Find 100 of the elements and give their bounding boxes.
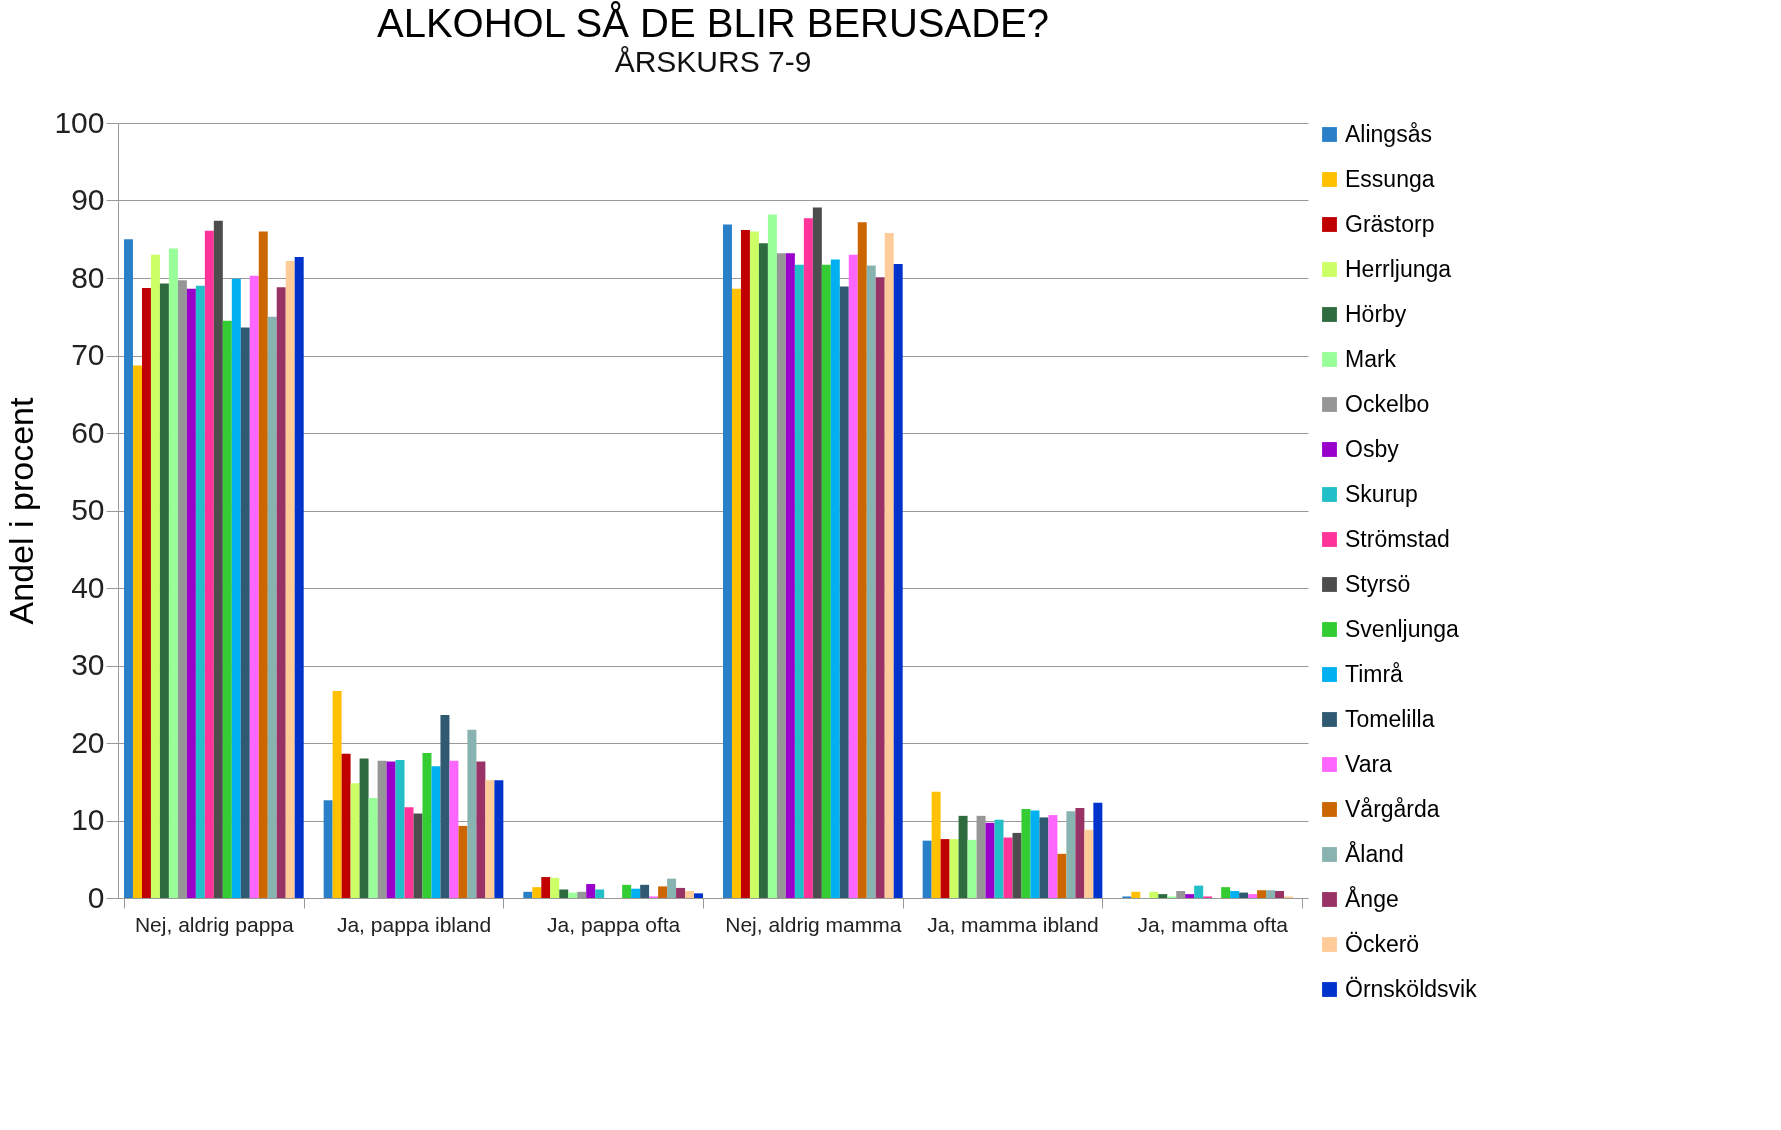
bar xyxy=(830,259,840,898)
bar xyxy=(132,365,142,898)
bar xyxy=(1257,890,1267,898)
legend-label: Timrå xyxy=(1345,660,1404,687)
y-tick-label: 20 xyxy=(71,725,105,759)
bar xyxy=(195,285,205,898)
bar xyxy=(685,891,695,898)
bar xyxy=(1057,853,1067,898)
legend-label: Skurup xyxy=(1345,480,1418,507)
y-axis-title: Andel i procent xyxy=(2,397,41,625)
bar xyxy=(740,229,750,898)
legend-label: Grästorp xyxy=(1345,210,1435,237)
bar xyxy=(931,791,941,898)
bar xyxy=(532,887,542,898)
bar xyxy=(150,254,160,898)
bar xyxy=(332,691,342,898)
bar xyxy=(640,884,650,898)
bar xyxy=(285,260,295,898)
bar xyxy=(622,884,632,898)
bar xyxy=(386,761,396,898)
bar xyxy=(222,320,232,898)
bar xyxy=(276,287,286,898)
bar xyxy=(694,893,704,898)
bar xyxy=(1131,891,1141,898)
bar xyxy=(141,288,151,898)
legend-label: Tomelilla xyxy=(1345,705,1435,732)
bar xyxy=(523,891,533,898)
legend-label: Strömstad xyxy=(1345,525,1450,552)
bar xyxy=(494,780,504,898)
bar xyxy=(595,889,605,898)
bar xyxy=(1149,891,1159,898)
bar xyxy=(467,729,477,898)
x-tick-label: Ja, pappa ofta xyxy=(547,912,681,936)
bar xyxy=(1084,829,1094,898)
y-tick-label: 70 xyxy=(71,338,105,371)
bar xyxy=(404,807,414,898)
bar xyxy=(541,877,551,898)
legend-label: Mark xyxy=(1345,345,1397,372)
bar xyxy=(323,800,333,898)
bar xyxy=(1012,832,1022,898)
bar xyxy=(485,780,495,898)
bar xyxy=(267,316,277,898)
bar xyxy=(967,839,977,898)
legend-label: Åland xyxy=(1345,839,1404,867)
bar xyxy=(940,839,950,898)
bar xyxy=(294,257,304,898)
bar xyxy=(722,224,732,898)
legend-label: Essunga xyxy=(1345,165,1435,192)
bar xyxy=(368,798,378,898)
y-tick-label: 40 xyxy=(71,570,105,604)
bar xyxy=(1039,817,1049,898)
bar xyxy=(1185,894,1195,898)
bar xyxy=(758,243,768,898)
bar xyxy=(667,878,677,898)
x-tick-label: Nej, aldrig mamma xyxy=(725,912,902,936)
bar xyxy=(476,761,486,898)
bar xyxy=(1158,894,1168,898)
bar xyxy=(1221,887,1231,898)
bar xyxy=(458,825,468,898)
bar xyxy=(631,888,641,898)
bar xyxy=(785,253,795,898)
y-tick-label: 60 xyxy=(71,415,105,449)
legend-label: Öckerö xyxy=(1345,930,1420,957)
bar xyxy=(395,760,405,898)
bar xyxy=(866,265,876,898)
bar xyxy=(204,230,214,898)
bar xyxy=(922,840,932,898)
legend-label: Herrljunga xyxy=(1345,255,1452,282)
bar xyxy=(803,218,813,898)
y-tick-label: 100 xyxy=(54,105,105,139)
bar xyxy=(884,233,894,898)
x-tick-label: Ja, mamma ofta xyxy=(1137,912,1289,936)
bar xyxy=(431,766,441,898)
bar xyxy=(249,275,259,898)
bar xyxy=(168,248,178,898)
bar xyxy=(1066,811,1076,898)
y-tick-label: 0 xyxy=(87,880,105,914)
bar xyxy=(839,286,849,898)
bar xyxy=(1230,891,1240,898)
bar xyxy=(123,239,133,898)
bar xyxy=(1248,894,1258,898)
bar xyxy=(568,892,578,898)
bar xyxy=(1266,890,1276,898)
bar xyxy=(1075,808,1085,898)
bar xyxy=(1275,891,1285,898)
bar xyxy=(767,214,777,898)
legend-label: Hörby xyxy=(1345,300,1407,327)
bar xyxy=(1093,802,1103,898)
bar xyxy=(731,288,741,898)
bar xyxy=(658,886,668,898)
legend-label: Ockelbo xyxy=(1345,390,1430,417)
legend-label: Ånge xyxy=(1345,884,1399,912)
legend-label: Svenljunga xyxy=(1345,615,1460,642)
bar xyxy=(159,283,169,898)
bar xyxy=(985,822,995,898)
bar xyxy=(749,231,759,898)
bar xyxy=(359,758,369,898)
chart-subtitle: ÅRSKURS 7-9 xyxy=(614,45,812,78)
y-tick-label: 80 xyxy=(71,260,105,294)
bar xyxy=(1239,892,1249,898)
